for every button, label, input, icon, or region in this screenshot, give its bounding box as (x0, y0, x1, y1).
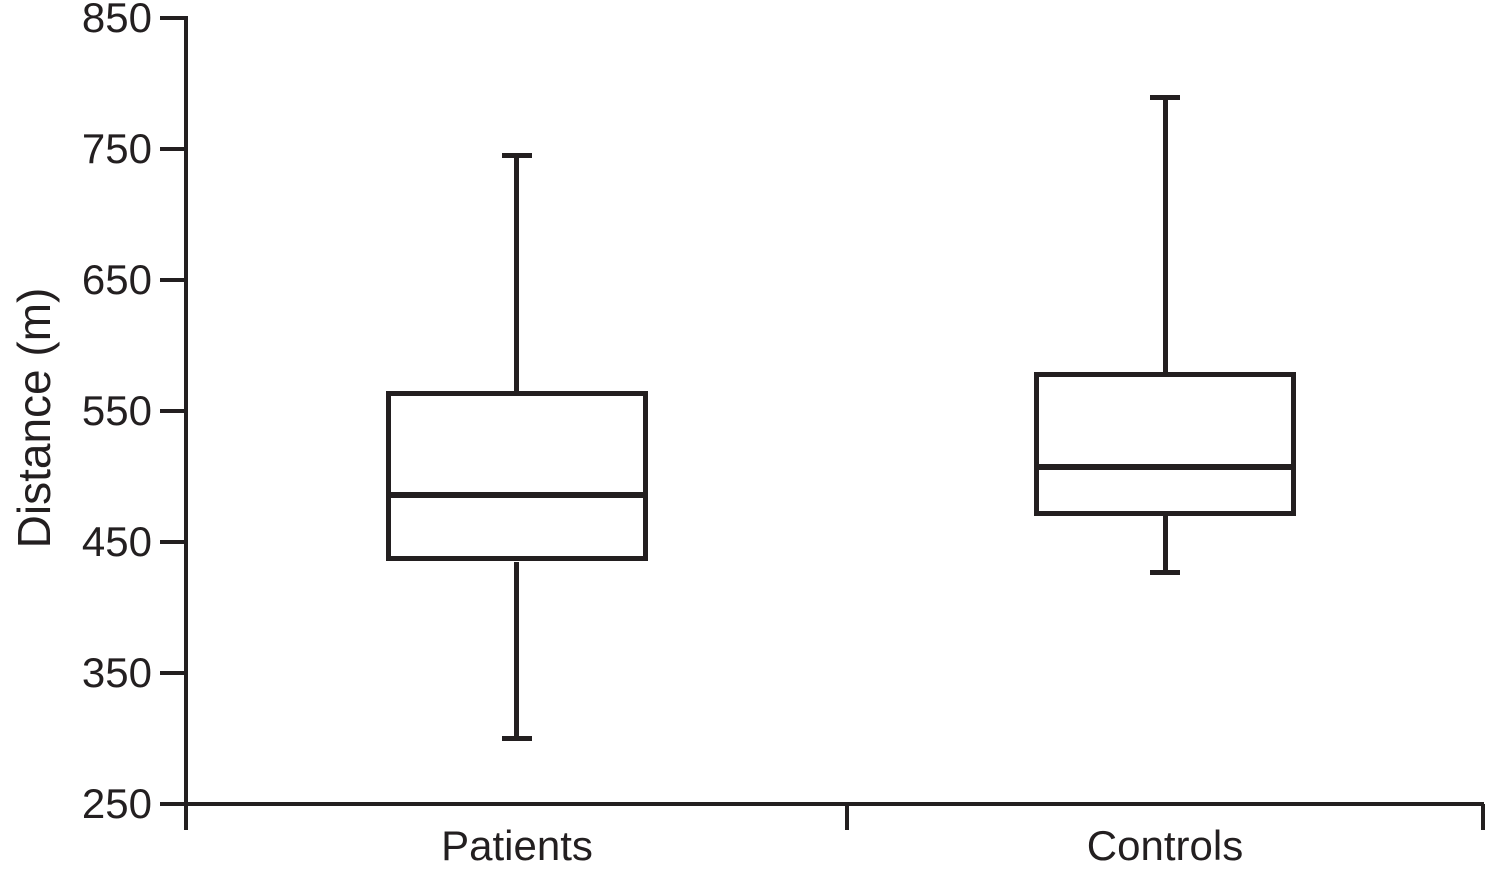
x-category-label: Controls (1086, 822, 1244, 869)
y-axis-line (184, 16, 188, 830)
y-tick (160, 147, 186, 151)
upper-whisker-cap (502, 153, 532, 158)
upper-whisker-cap (1150, 95, 1180, 100)
y-tick (160, 16, 186, 20)
y-tick-label: 350 (81, 649, 152, 696)
y-tick (160, 802, 186, 806)
x-category-tick (1481, 804, 1485, 830)
y-tick-label: 650 (81, 256, 152, 303)
lower-whisker-cap (1150, 570, 1180, 575)
median-line (386, 492, 648, 498)
y-tick-label: 850 (81, 0, 152, 41)
iqr-box (1034, 372, 1296, 516)
lower-whisker-cap (502, 736, 532, 741)
y-tick-label: 750 (81, 125, 152, 172)
iqr-box (386, 391, 648, 561)
x-axis-line (184, 802, 1484, 806)
x-category-label: Patients (441, 822, 593, 869)
y-tick (160, 671, 186, 675)
y-tick-label: 550 (81, 387, 152, 434)
y-tick-label: 250 (81, 780, 152, 827)
upper-whisker (514, 156, 519, 392)
lower-whisker (514, 562, 519, 739)
y-tick (160, 278, 186, 282)
y-tick (160, 409, 186, 413)
lower-whisker (1163, 516, 1168, 572)
y-tick (160, 540, 186, 544)
x-category-tick (845, 804, 849, 830)
median-line (1034, 464, 1296, 470)
upper-whisker (1163, 98, 1168, 372)
y-tick-label: 450 (81, 518, 152, 565)
